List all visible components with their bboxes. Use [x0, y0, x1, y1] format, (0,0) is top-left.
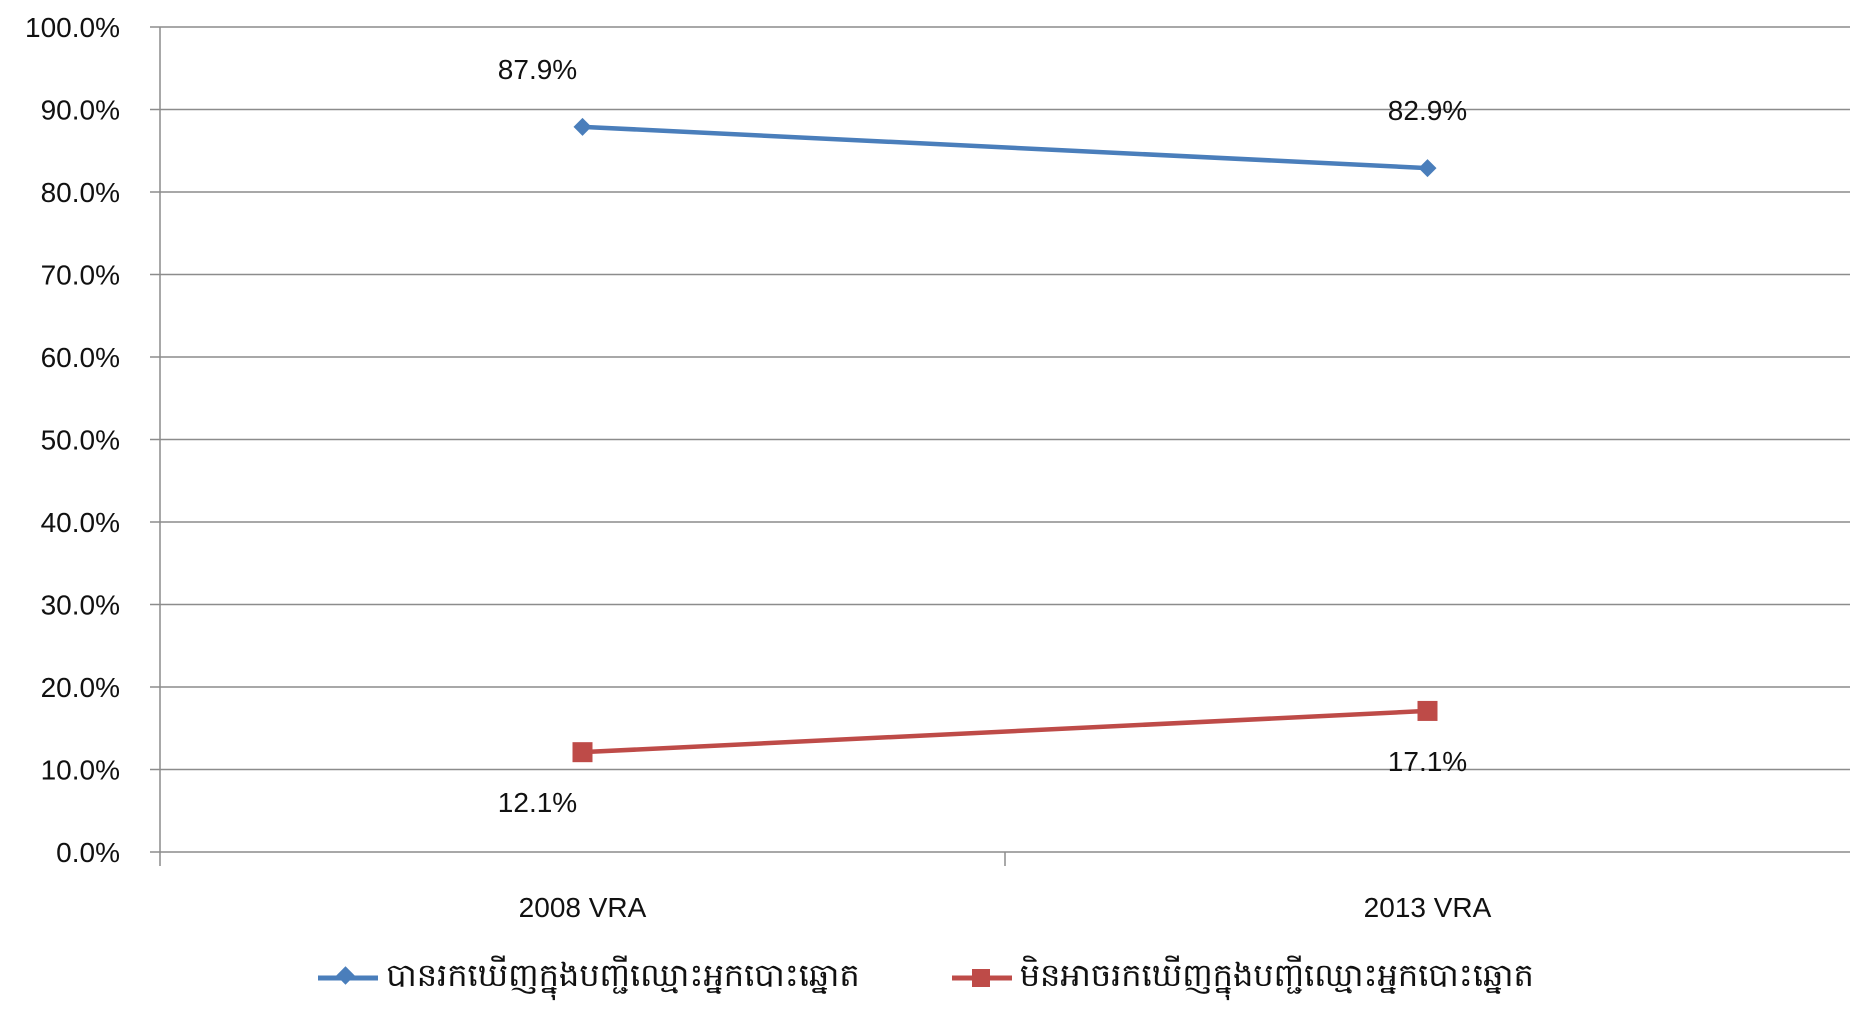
- series-group: [572, 117, 1438, 763]
- y-tick-label: 100.0%: [25, 12, 120, 43]
- y-tick-label: 50.0%: [41, 425, 120, 456]
- data-label: 87.9%: [498, 54, 577, 85]
- legend-label-found: បានរកឃើញក្នុងបញ្ជីឈ្មោះអ្នកបោះឆ្នោត: [386, 955, 860, 994]
- y-tick-label: 70.0%: [41, 260, 120, 291]
- y-axis-ticks: 0.0% 10.0% 20.0% 30.0% 40.0% 50.0% 60.0% 70.0% 8…: [25, 12, 160, 868]
- data-label: 82.9%: [1388, 95, 1467, 126]
- data-labels: 87.9% 82.9% 12.1% 17.1%: [498, 54, 1467, 818]
- y-tick-label: 0.0%: [56, 837, 120, 868]
- legend: បានរកឃើញក្នុងបញ្ជីឈ្មោះអ្នកបោះឆ្នោត មិនអ…: [0, 948, 1850, 1008]
- y-tick-label: 90.0%: [41, 95, 120, 126]
- legend-marker-diamond-icon: [318, 966, 379, 985]
- series-line: [582, 708, 1428, 755]
- x-tick-label: 2013 VRA: [1364, 892, 1492, 923]
- data-point: [572, 742, 593, 763]
- legend-marker-square-icon: [951, 969, 1012, 987]
- y-tick-label: 30.0%: [41, 590, 120, 621]
- x-tick-label: 2008 VRA: [519, 892, 647, 923]
- axes: [159, 27, 1850, 866]
- legend-label-not-found: មិនអាចរកឃើញក្នុងបញ្ជីឈ្មោះអ្នកបោះឆ្នោត: [1019, 955, 1534, 994]
- data-point: [573, 117, 592, 136]
- data-point: [1417, 700, 1438, 721]
- y-tick-label: 60.0%: [41, 342, 120, 373]
- y-tick-label: 40.0%: [41, 507, 120, 538]
- y-tick-label: 10.0%: [41, 755, 120, 786]
- line-chart: 0.0% 10.0% 20.0% 30.0% 40.0% 50.0% 60.0% 70.0% 8…: [25, 12, 1850, 923]
- data-label: 17.1%: [1388, 746, 1467, 777]
- y-tick-label: 80.0%: [41, 177, 120, 208]
- series-line: [582, 124, 1428, 171]
- legend-item-not-found: មិនអាចរកឃើញក្នុងបញ្ជីឈ្មោះអ្នកបោះឆ្នោត: [950, 955, 1534, 1002]
- y-tick-label: 20.0%: [41, 672, 120, 703]
- legend-item-found: បានរកឃើញក្នុងបញ្ជីឈ្មោះអ្នកបោះឆ្នោត: [316, 955, 860, 1002]
- gridlines: [160, 26, 1850, 771]
- data-label: 12.1%: [498, 787, 577, 818]
- data-point: [1418, 159, 1437, 178]
- x-axis-ticks: 2008 VRA 2013 VRA: [519, 852, 1492, 923]
